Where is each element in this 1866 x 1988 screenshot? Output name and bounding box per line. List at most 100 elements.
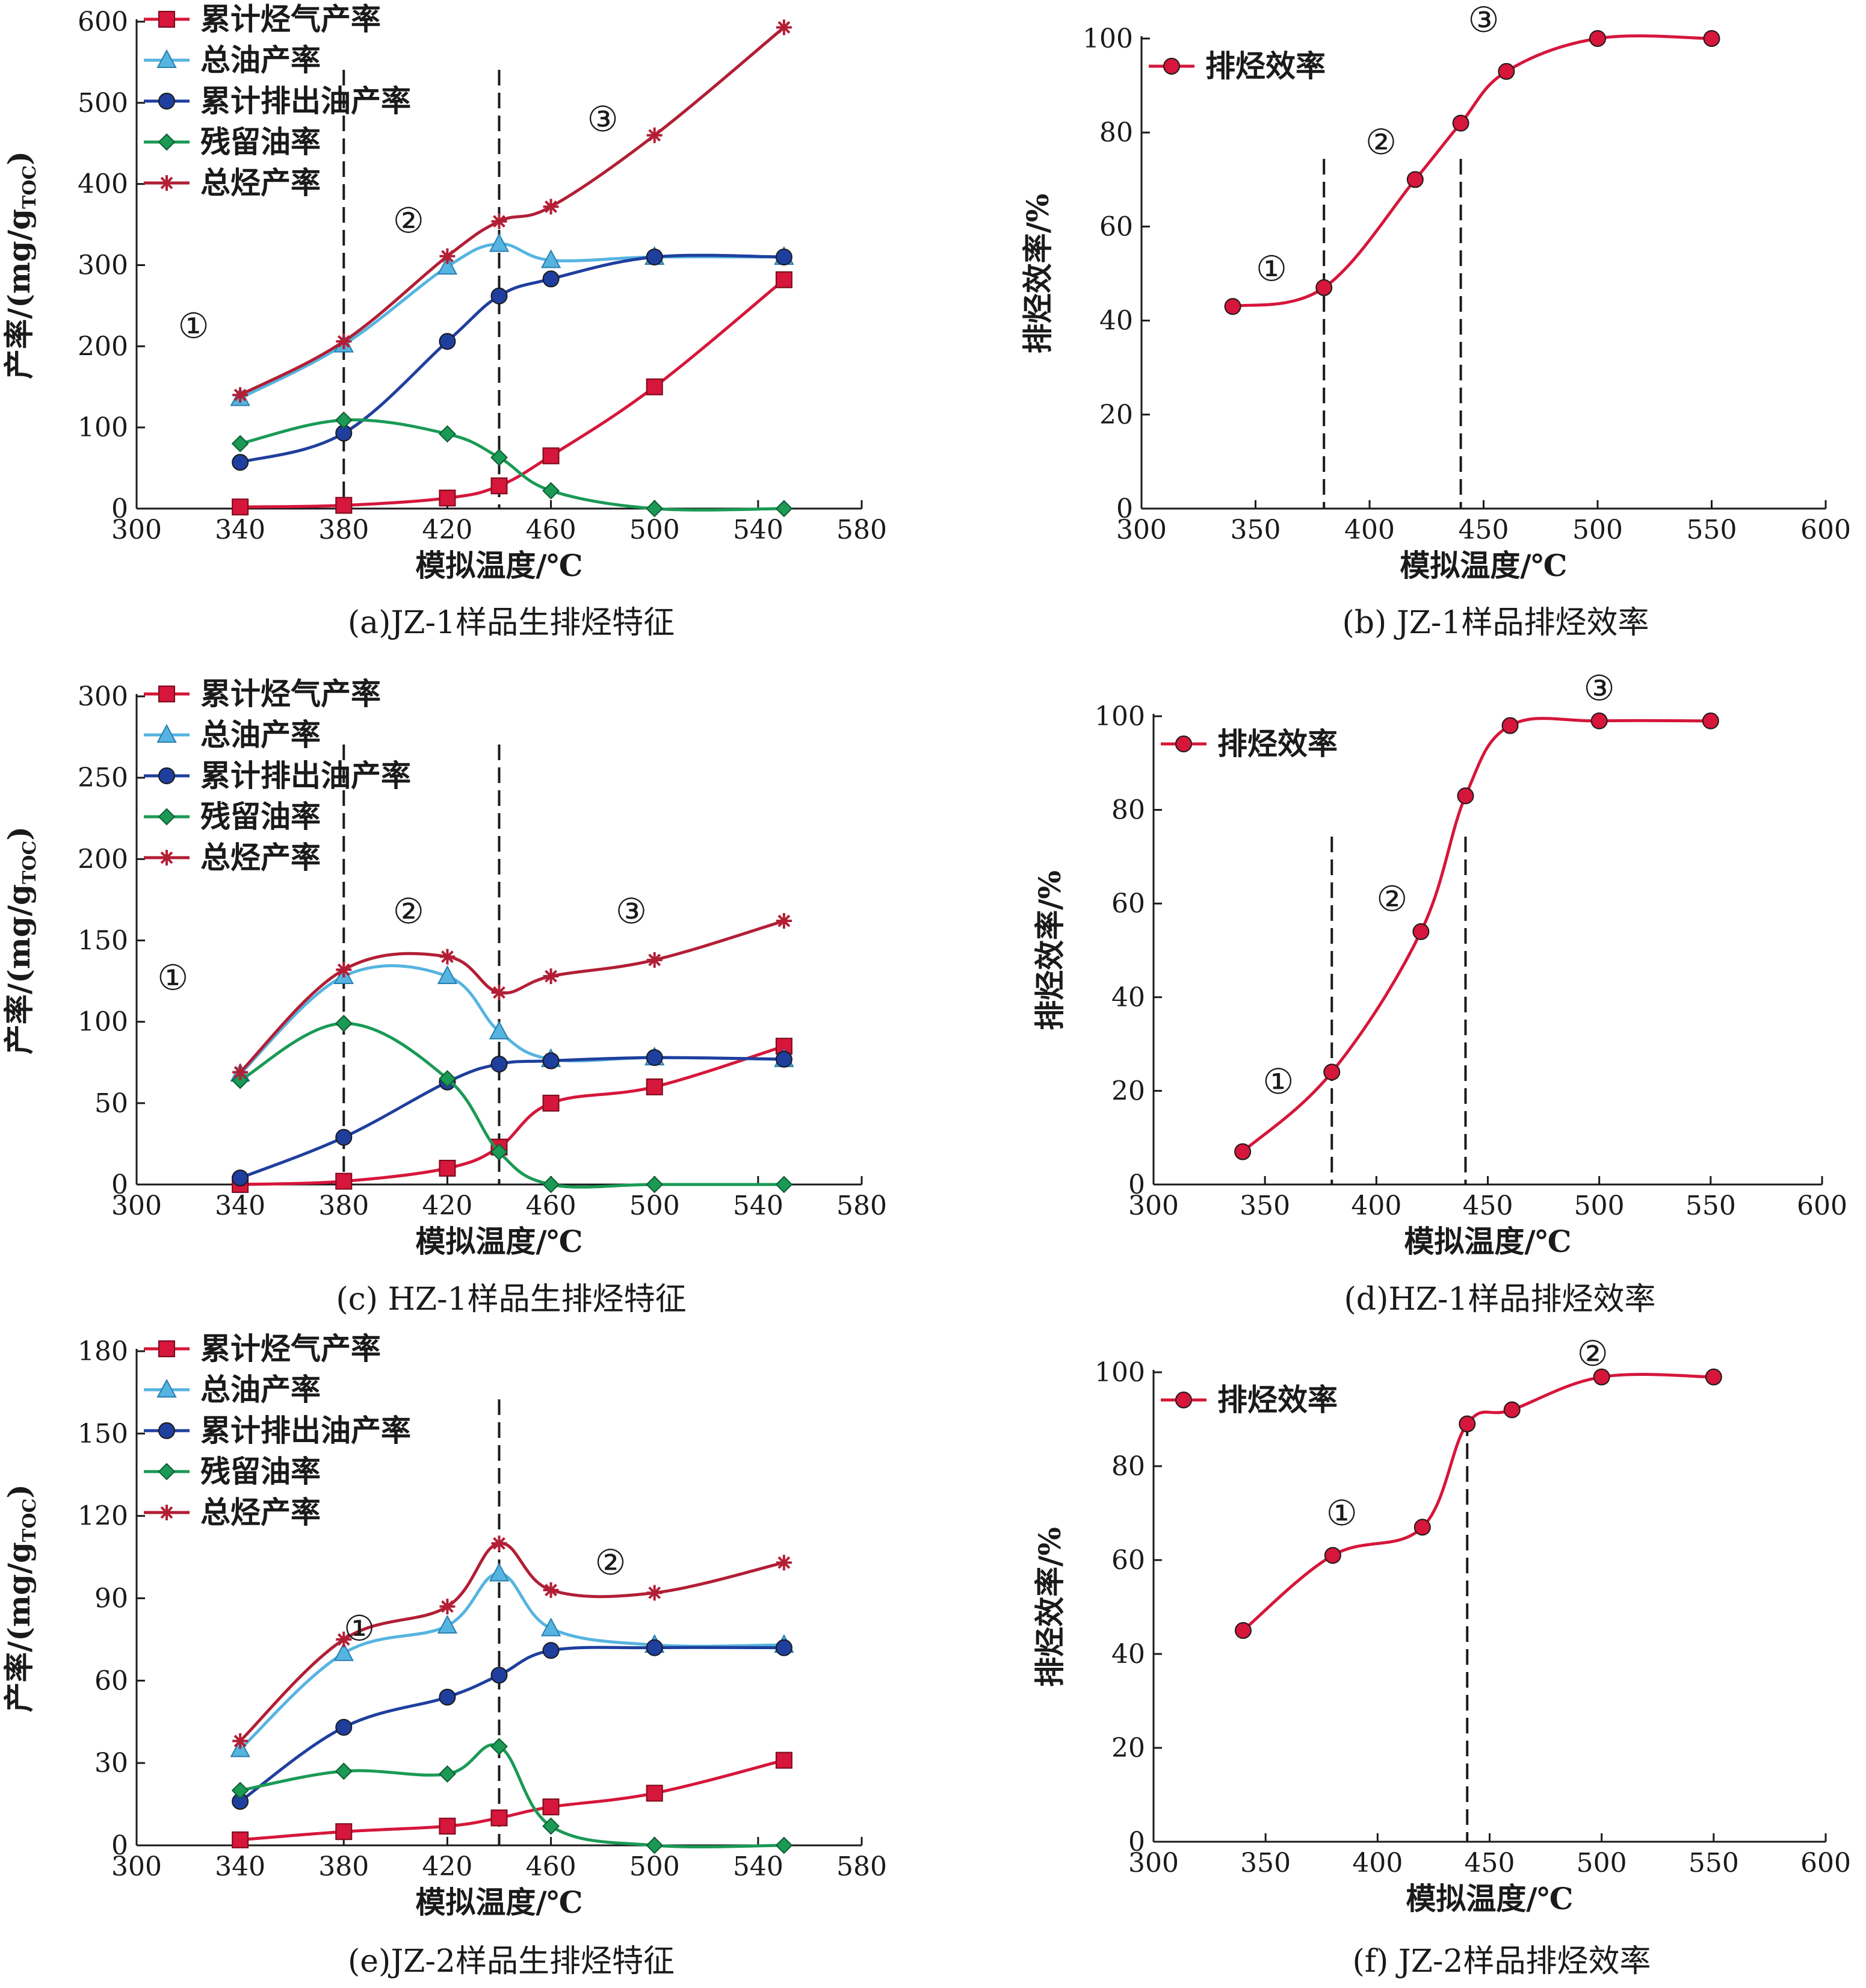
data-point-oil [437, 256, 458, 275]
data-point-efficiency [1593, 1368, 1610, 1386]
data-point-efficiency [1406, 171, 1424, 188]
y-tick-label: 20 [1099, 400, 1133, 430]
data-point-total [232, 1064, 249, 1080]
x-tick-label: 500 [629, 515, 680, 545]
data-point-efficiency [1705, 1368, 1722, 1386]
y-tick-label: 0 [1128, 1169, 1145, 1200]
x-axis-title: 模拟温度/℃ [415, 548, 582, 583]
x-tick-label: 500 [629, 1851, 680, 1882]
legend-label: 总烃产率 [200, 1494, 321, 1530]
y-axis-title: 排烃效率/% [1020, 194, 1055, 354]
legend-marker-efficiency [1175, 735, 1192, 752]
legend-marker-total [159, 1505, 175, 1520]
stage-annotation: ① [1256, 249, 1287, 290]
y-tick-label: 120 [78, 1501, 128, 1532]
x-tick-label: 340 [215, 515, 265, 545]
legend-label: 总油产率 [200, 1372, 321, 1407]
x-tick-label: 450 [1465, 1848, 1515, 1878]
data-point-total [543, 199, 559, 215]
legend-marker-residual [158, 133, 176, 151]
y-tick-label: 30 [94, 1748, 128, 1779]
chart-c: 300 340 380 420 460 500 540 580 0 50 100 150 200 250 3… [1, 676, 887, 1318]
data-point-gas [542, 1798, 560, 1816]
y-axis-title: 产率/(mg/gTOC) [1, 151, 40, 379]
stage-annotation: ① [157, 958, 188, 999]
legend-label: 累计烃气产率 [200, 1, 381, 37]
series-line-residual [239, 1021, 784, 1189]
data-point-efficiency [1501, 717, 1519, 734]
x-tick-label: 550 [1685, 1191, 1736, 1221]
data-point-residual [439, 425, 456, 443]
data-point-residual [231, 435, 249, 453]
data-point-residual [335, 1762, 353, 1780]
x-tick-label: 420 [422, 515, 472, 545]
legend-label: 残留油率 [200, 799, 321, 834]
data-point-efficiency [1234, 1622, 1252, 1639]
data-point-expelled [542, 270, 560, 288]
y-tick-label: 40 [1111, 982, 1145, 1013]
legend: 排烃效率 [1149, 48, 1326, 84]
y-tick-label: 60 [1111, 888, 1145, 919]
x-tick-label: 500 [1574, 1191, 1625, 1221]
x-tick-label: 420 [422, 1191, 472, 1221]
y-tick-label: 250 [78, 763, 128, 793]
legend-marker-residual [158, 1463, 176, 1481]
x-tick-label: 340 [215, 1851, 265, 1882]
x-tick-label: 540 [733, 1851, 783, 1882]
x-tick-label: 300 [111, 1851, 162, 1882]
data-point-total [491, 985, 507, 1001]
data-point-expelled [335, 1718, 353, 1736]
x-tick-label: 350 [1240, 1848, 1291, 1878]
data-point-expelled [439, 1688, 456, 1706]
data-point-gas [439, 1159, 456, 1177]
data-point-gas [490, 1809, 508, 1827]
data-point-residual [490, 1738, 508, 1756]
x-tick-label: 400 [1352, 1848, 1403, 1878]
data-point-gas [335, 1172, 353, 1190]
x-tick-label: 450 [1459, 515, 1509, 545]
data-point-total [646, 1585, 663, 1601]
x-axis-title: 模拟温度/℃ [415, 1884, 582, 1920]
data-point-total [439, 248, 456, 264]
data-point-efficiency [1315, 279, 1333, 296]
y-axis-title: 产率/(mg/gTOC) [1, 1484, 40, 1712]
y-tick-label: 400 [78, 169, 128, 200]
chart-caption: (f) JZ-2样品排烃效率 [1353, 1943, 1651, 1980]
series-line-gas [240, 278, 785, 509]
legend: 排烃效率 [1161, 1382, 1338, 1417]
y-tick-label: 60 [1099, 211, 1133, 242]
x-tick-label: 450 [1463, 1191, 1513, 1221]
chart-d: 300 350 400 450 500 550 600 0 20 40 60 80 100 模拟温度/℃ 排… [1032, 667, 1847, 1318]
y-axis-title-close: ) [1, 151, 37, 166]
data-point-efficiency [1224, 298, 1241, 315]
x-tick-label: 460 [526, 515, 576, 545]
legend-marker-expelled [158, 93, 175, 110]
data-point-expelled [232, 454, 249, 471]
chart-caption: (a)JZ-1样品生排烃特征 [348, 605, 675, 641]
chart-caption: (b) JZ-1样品排烃效率 [1342, 605, 1649, 641]
data-point-gas [775, 271, 792, 288]
data-point-efficiency [1503, 1401, 1521, 1419]
data-point-expelled [646, 1639, 663, 1656]
y-axis-title-subscript: TOC [19, 841, 40, 884]
data-point-gas [439, 1818, 456, 1835]
data-point-total [439, 949, 456, 965]
data-point-residual [335, 1014, 353, 1032]
data-point-oil [333, 1642, 354, 1661]
x-tick-label: 300 [111, 515, 162, 545]
data-point-efficiency [1452, 114, 1469, 132]
data-point-efficiency [1589, 30, 1606, 47]
data-point-gas [646, 1078, 663, 1095]
y-tick-label: 200 [78, 331, 128, 362]
data-point-efficiency [1412, 923, 1430, 940]
data-point-expelled [232, 1169, 249, 1187]
y-tick-label: 80 [1111, 1451, 1145, 1482]
series-line-oil [239, 1572, 784, 1751]
legend-marker-oil [156, 1378, 177, 1398]
x-tick-label: 540 [733, 1191, 783, 1221]
x-tick-label: 600 [1797, 1191, 1847, 1221]
stage-annotation: ① [1326, 1493, 1358, 1534]
chart-a: 300 340 380 420 460 500 540 580 0 100 200 300 400 500… [1, 1, 887, 641]
legend-label: 排烃效率 [1217, 726, 1338, 761]
